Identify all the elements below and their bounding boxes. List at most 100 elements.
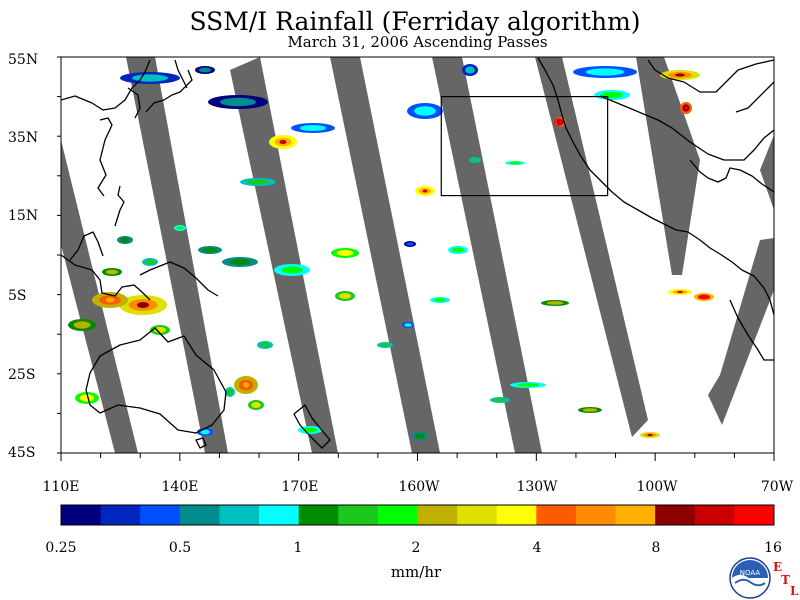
rain-cell-core [546, 301, 564, 305]
lon-label-110e: 110E [42, 479, 80, 495]
lon-label-140e: 140E [161, 479, 199, 495]
colorbar-swatch [338, 505, 379, 525]
rain-cell-core [414, 106, 436, 116]
rain-cell-peak [684, 106, 688, 110]
coastline [85, 327, 227, 434]
rain-cell-core [154, 327, 166, 333]
lat-label-35n: 35N [8, 130, 39, 146]
colorbar-units: mm/hr [390, 563, 442, 581]
rain-cell-core [585, 68, 625, 76]
rain-cell-core [406, 242, 414, 246]
coastline [729, 299, 774, 361]
lon-label-160w: 160W [398, 479, 440, 495]
rain-cell-core [200, 429, 210, 435]
coastline [537, 57, 721, 255]
colorbar-tick-0.5: 0.5 [168, 540, 192, 556]
rain-cell-core [582, 408, 598, 412]
coastline [145, 69, 193, 113]
rain-cell-peak [279, 139, 287, 145]
rain-cell-core [517, 383, 539, 387]
rain-cell-core [145, 259, 155, 265]
rain-cell-core [471, 158, 479, 162]
rainfall-map [57, 56, 775, 461]
colorbar-frame [60, 504, 775, 526]
rain-cell-core [132, 74, 168, 82]
rain-cell-peak [105, 297, 115, 303]
noaa-logo-icon: NOAA [729, 557, 771, 599]
logo-letter-l: L [790, 584, 799, 598]
data-gap-swath [708, 238, 774, 425]
rain-cell-peak [647, 434, 653, 436]
colorbar-swatch [615, 505, 656, 525]
lon-label-170e: 170E [281, 479, 319, 495]
analysis-box [440, 95, 609, 197]
colorbar-swatch [694, 505, 735, 525]
rain-cell-core [247, 179, 269, 185]
lon-label-100w: 100W [636, 479, 678, 495]
rain-cell-peak [675, 73, 685, 77]
data-gap-swath [330, 57, 440, 453]
lon-label-130w: 130W [516, 479, 558, 495]
lat-label-15n: 15N [8, 208, 39, 224]
rain-cell-peak [677, 291, 683, 293]
colorbar-tick-16: 16 [764, 540, 782, 556]
colorbar-swatch [496, 505, 537, 525]
colorbar-swatch [259, 505, 300, 525]
rain-cell-core [73, 321, 91, 329]
data-gap-swath [535, 57, 648, 437]
rain-cell-core [260, 342, 270, 348]
lon-label-70w: 70W [760, 479, 794, 495]
rain-cell-peak [243, 382, 249, 388]
rain-cell-core [336, 250, 354, 256]
coastline [195, 437, 207, 449]
coastline [69, 231, 104, 261]
map-title: SSM/I Rainfall (Ferriday algorithm) [189, 7, 641, 36]
colorbar-swatch [298, 505, 339, 525]
map-layers [61, 57, 774, 453]
colorbar-swatch [61, 505, 102, 525]
colorbar-tick-4: 4 [532, 540, 542, 556]
rain-cell-core [339, 293, 351, 299]
rain-cell-peak [137, 302, 149, 308]
rain-cell-core [251, 402, 261, 408]
coastline [719, 253, 774, 316]
rain-cell-peak [701, 295, 707, 299]
coastline [114, 185, 125, 227]
data-gap-swath [636, 57, 700, 275]
rain-cell-core [509, 161, 521, 165]
rain-cell-core [199, 67, 211, 73]
station-marker [554, 118, 563, 127]
colorbar-tick-1: 1 [293, 540, 303, 556]
coastline [127, 87, 141, 119]
colorbar-swatch [536, 505, 577, 525]
coastline [97, 117, 113, 197]
colorbar-swatch [655, 505, 696, 525]
logo-letter-t: T [781, 573, 790, 587]
data-gap-swath [126, 57, 228, 453]
coastline [735, 81, 774, 113]
rain-cell-core [281, 266, 303, 274]
colorbar-swatch [377, 505, 418, 525]
colorbar-tick-0.25: 0.25 [45, 540, 77, 556]
colorbar-swatch [179, 505, 220, 525]
rain-cell-core [299, 125, 327, 131]
rain-cell-peak [422, 189, 428, 193]
rain-cell-core [227, 389, 233, 395]
coastline [139, 261, 219, 297]
rain-cell-core [220, 97, 256, 107]
map-subtitle: March 31, 2006 Ascending Passes [287, 33, 548, 51]
colorbar-swatch [575, 505, 617, 525]
coastline [174, 59, 188, 89]
colorbar-swatch [219, 505, 260, 525]
rain-cell-core [415, 433, 425, 439]
rain-cell-core [465, 66, 475, 74]
coastline [647, 59, 774, 93]
logo-letter-e: E [773, 560, 783, 574]
rain-cell-core [120, 237, 130, 243]
colorbar-tick-2: 2 [411, 540, 421, 556]
svg-text:NOAA: NOAA [740, 569, 761, 577]
rain-cell-core [452, 247, 464, 253]
rain-cell-core [202, 247, 218, 253]
rain-cell-core [434, 298, 446, 302]
coastline [61, 254, 151, 301]
